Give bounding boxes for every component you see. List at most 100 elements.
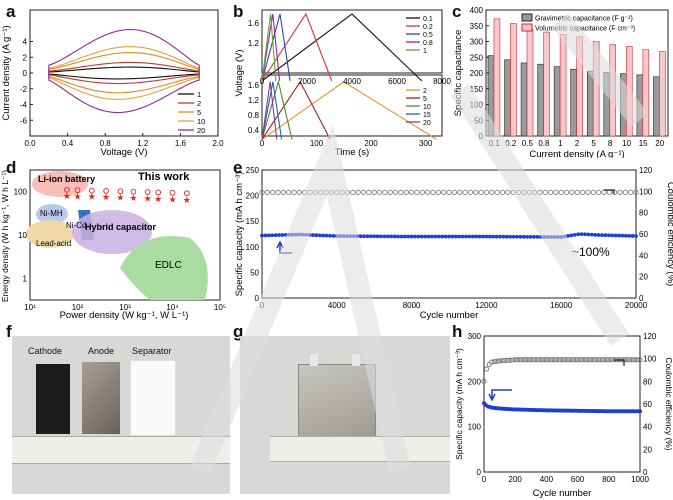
point-efficiency — [291, 189, 297, 196]
y2-tick-label: 20 — [639, 273, 648, 282]
point-capacity — [368, 234, 373, 239]
point-efficiency — [462, 189, 468, 196]
y-tick-label: 50 — [250, 268, 259, 277]
x-tick-label: 16000 — [550, 301, 573, 310]
point-efficiency — [521, 189, 527, 196]
point-capacity — [317, 233, 322, 238]
point-efficiency — [499, 189, 506, 196]
point-efficiency — [515, 357, 521, 363]
point-capacity — [419, 234, 424, 239]
point-efficiency — [526, 189, 532, 196]
y2-tick-label: 0 — [643, 468, 648, 477]
point-capacity — [569, 233, 574, 238]
point-capacity — [270, 233, 275, 238]
point-efficiency — [572, 357, 578, 363]
label-separator: Separator — [132, 346, 172, 356]
anode-sheet — [82, 362, 120, 434]
gcd-curve-2 — [261, 81, 437, 140]
point-capacity — [638, 409, 642, 414]
annotation-this-work: This work — [138, 171, 190, 183]
point-capacity — [402, 234, 407, 239]
x-tick-label: 2 — [575, 139, 580, 148]
panel-label-c: c — [452, 2, 462, 21]
legend-label-top-0.1: 0.1 — [423, 16, 433, 23]
point-capacity — [617, 233, 621, 238]
point-this-work-open — [103, 188, 109, 194]
point-capacity — [413, 234, 417, 239]
gcd-curve-0.2 — [261, 12, 333, 82]
cell-tab-right — [352, 354, 360, 366]
point-capacity — [583, 232, 587, 237]
point-capacity — [521, 234, 526, 239]
point-capacity — [498, 234, 502, 239]
point-efficiency — [355, 189, 361, 196]
x-tick-label: 10⁵ — [214, 303, 226, 312]
point-efficiency — [598, 357, 604, 363]
x-tick-label: 20000 — [625, 301, 648, 310]
point-efficiency — [537, 189, 543, 196]
point-this-work-open — [117, 188, 124, 195]
point-capacity — [294, 232, 298, 237]
y-tick-label-bottom: 0.4 — [248, 126, 260, 135]
point-efficiency — [634, 357, 640, 363]
point-capacity — [504, 234, 509, 239]
point-capacity — [260, 233, 264, 238]
x-tick-label-bottom: 100 — [310, 139, 324, 148]
y-tick-label: 300 — [470, 38, 484, 47]
cell-tab-left — [310, 354, 318, 366]
point-capacity — [552, 235, 557, 239]
y-axis-label: Specific capacity (mA h cm⁻³) — [454, 348, 464, 460]
point-efficiency — [575, 357, 581, 363]
x-tick-label: 10¹ — [24, 303, 36, 312]
point-capacity — [545, 235, 550, 239]
y-axis-label: Specific capacity (mA h cm⁻³) — [234, 172, 245, 297]
point-capacity — [436, 234, 441, 239]
x-tick-label: 0.1 — [489, 139, 501, 148]
y2-tick-label: 20 — [643, 445, 652, 454]
point-capacity — [328, 233, 332, 238]
point-efficiency — [562, 357, 568, 363]
point-this-work-filled: ★ — [102, 192, 110, 202]
point-efficiency — [484, 366, 490, 372]
point-efficiency — [553, 189, 559, 196]
plot-frame — [29, 9, 219, 137]
point-capacity — [630, 234, 635, 238]
point-efficiency — [499, 358, 505, 364]
x-tick-label-top: 6000 — [388, 77, 406, 86]
x-tick-label: 200 — [509, 475, 523, 484]
bar-gravimetric-0.5 — [520, 62, 528, 137]
cycling-chart-short: 0 200 400 600 800 100030020010001201008060402… — [454, 332, 673, 499]
bar-volumetric-15 — [642, 49, 650, 137]
legend-label-top-1: 1 — [423, 48, 427, 55]
point-efficiency — [632, 357, 638, 363]
point-capacity — [324, 233, 329, 238]
point-capacity — [600, 233, 604, 238]
x-tick-label: 10² — [72, 303, 84, 312]
panel-label-b: b — [233, 2, 244, 21]
point-capacity — [440, 234, 445, 239]
point-capacity — [525, 234, 530, 239]
x-tick-label: 1.2 — [137, 139, 149, 148]
point-efficiency — [633, 189, 639, 196]
legend-label-top-0.2: 0.2 — [423, 24, 433, 31]
bar-volumetric-0.8 — [543, 31, 550, 137]
point-efficiency — [344, 189, 351, 196]
pouch-cell — [298, 364, 376, 446]
y-tick-label: 50 — [474, 116, 483, 125]
point-capacity — [464, 234, 468, 239]
point-efficiency — [580, 357, 586, 363]
point-capacity — [331, 234, 336, 238]
point-efficiency — [286, 189, 292, 196]
point-efficiency — [504, 357, 510, 363]
point-efficiency — [270, 189, 276, 196]
point-capacity — [457, 234, 462, 239]
point-efficiency — [525, 357, 531, 363]
y-tick-label: 300 — [468, 332, 482, 341]
point-this-work-open — [130, 188, 137, 195]
point-capacity — [538, 235, 543, 239]
bar-volumetric-8 — [609, 44, 617, 137]
point-efficiency — [478, 189, 484, 196]
point-capacity — [355, 234, 360, 239]
x-tick-label: 10 — [622, 139, 631, 148]
point-efficiency — [574, 189, 580, 196]
